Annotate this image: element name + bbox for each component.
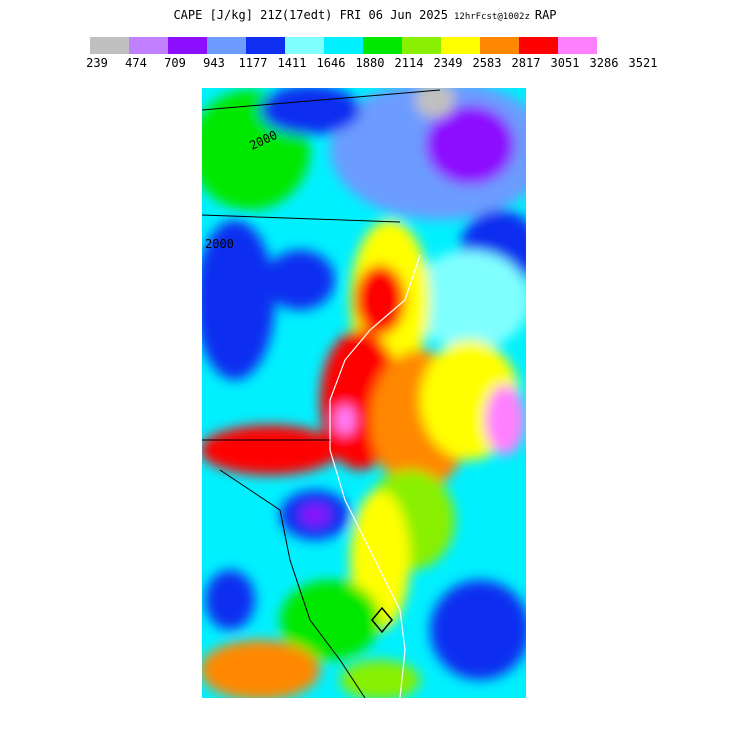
legend-label: 2114 [395,56,424,70]
legend-label: 474 [125,56,147,70]
legend-swatch [480,37,519,54]
legend-label: 1411 [278,56,307,70]
legend-label: 3521 [629,56,658,70]
legend-swatch [519,37,558,54]
cape-field: 2000 2000 [202,88,526,698]
forecast: 12hrFcst@1002z [454,12,530,22]
legend-swatch [285,37,324,54]
legend-label: 709 [164,56,186,70]
title: CAPE [J/kg] 21Z(17edt) FRI 06 Jun 2025 [173,8,448,22]
legend-label: 3286 [590,56,619,70]
legend-label: 1880 [356,56,385,70]
legend-swatch [441,37,480,54]
legend-swatch [402,37,441,54]
legend-swatch [90,37,129,54]
model: RAP [535,8,557,22]
legend-label: 3051 [551,56,580,70]
legend-label: 2349 [434,56,463,70]
legend-label: 1177 [239,56,268,70]
legend-label: 943 [203,56,225,70]
legend-swatch [168,37,207,54]
contour-label: 2000 [205,237,234,251]
legend-swatch [129,37,168,54]
legend-swatch [363,37,402,54]
legend-swatch [207,37,246,54]
legend-label: 239 [86,56,108,70]
legend-label: 1646 [317,56,346,70]
legend-swatch [558,37,597,54]
legend-swatch [246,37,285,54]
legend-label: 2817 [512,56,541,70]
color-legend: 239 474 709 943 1177 1411 1646 1880 2114 2349 2583… [86,37,657,70]
page-title: CAPE [J/kg] 21Z(17edt) FRI 06 Jun 2025 12… [173,8,556,22]
legend-swatch [324,37,363,54]
legend-label: 2583 [473,56,502,70]
